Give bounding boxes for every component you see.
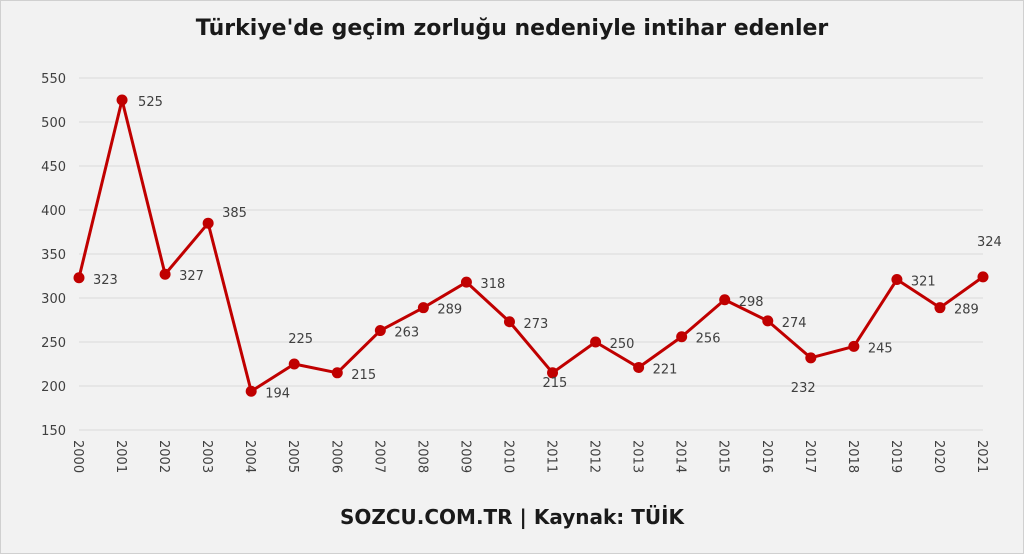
x-tick-label: 2010 bbox=[500, 440, 515, 473]
data-label: 221 bbox=[653, 363, 678, 378]
x-tick-label: 2003 bbox=[199, 440, 214, 473]
data-label: 298 bbox=[739, 295, 764, 310]
data-point bbox=[503, 316, 515, 328]
data-label: 323 bbox=[93, 273, 118, 288]
data-point bbox=[331, 367, 343, 379]
data-point bbox=[633, 362, 645, 374]
data-point bbox=[460, 276, 472, 288]
data-point bbox=[805, 352, 817, 364]
data-point bbox=[891, 274, 903, 286]
x-tick-label: 2011 bbox=[544, 440, 559, 473]
x-tick-label: 2000 bbox=[70, 440, 85, 473]
y-tick-label: 550 bbox=[41, 72, 66, 87]
y-tick-label: 450 bbox=[41, 160, 66, 175]
y-tick-label: 350 bbox=[41, 248, 66, 263]
x-tick-label: 2007 bbox=[371, 440, 386, 473]
x-tick-label: 2016 bbox=[759, 440, 774, 473]
x-tick-label: 2012 bbox=[587, 440, 602, 473]
x-tick-label: 2014 bbox=[673, 440, 688, 473]
data-label: 324 bbox=[977, 235, 1002, 250]
data-point bbox=[676, 331, 688, 343]
data-label: 321 bbox=[911, 275, 936, 290]
data-label: 263 bbox=[394, 326, 419, 341]
data-point bbox=[547, 367, 559, 379]
data-label: 215 bbox=[543, 376, 568, 391]
y-tick-label: 250 bbox=[41, 336, 66, 351]
y-tick-label: 200 bbox=[41, 380, 66, 395]
data-label: 194 bbox=[265, 386, 290, 401]
data-point bbox=[374, 325, 386, 337]
data-point bbox=[116, 94, 128, 106]
data-label: 256 bbox=[696, 332, 721, 347]
data-label: 385 bbox=[222, 206, 247, 221]
data-point bbox=[159, 268, 171, 280]
x-tick-label: 2008 bbox=[414, 440, 429, 473]
x-tick-label: 2006 bbox=[328, 440, 343, 473]
y-tick-label: 400 bbox=[41, 204, 66, 219]
data-point bbox=[934, 302, 946, 314]
x-tick-label: 2005 bbox=[285, 440, 300, 473]
data-label: 289 bbox=[954, 303, 979, 318]
x-tick-label: 2017 bbox=[802, 440, 817, 473]
data-point bbox=[73, 272, 85, 284]
x-tick-label: 2020 bbox=[931, 440, 946, 473]
data-point bbox=[288, 358, 300, 370]
data-label: 525 bbox=[138, 95, 163, 110]
chart-title: Türkiye'de geçim zorluğu nedeniyle intih… bbox=[195, 16, 829, 41]
source-footer: SOZCU.COM.TR | Kaynak: TÜİK bbox=[339, 505, 685, 529]
data-point bbox=[202, 217, 214, 229]
data-point bbox=[245, 385, 257, 397]
data-point bbox=[719, 294, 731, 306]
data-point bbox=[977, 271, 989, 283]
y-tick-label: 150 bbox=[41, 424, 66, 439]
data-label: 245 bbox=[868, 341, 893, 356]
data-label: 273 bbox=[523, 317, 548, 332]
x-tick-label: 2021 bbox=[974, 440, 989, 473]
x-tick-label: 2002 bbox=[156, 440, 171, 473]
x-tick-label: 2004 bbox=[242, 440, 257, 473]
x-tick-label: 2018 bbox=[845, 440, 860, 473]
data-point bbox=[848, 340, 860, 352]
data-label: 274 bbox=[782, 316, 807, 331]
data-point bbox=[590, 336, 602, 348]
x-tick-label: 2001 bbox=[113, 440, 128, 473]
data-label: 215 bbox=[351, 368, 376, 383]
data-point bbox=[762, 315, 774, 327]
series-line bbox=[77, 98, 984, 393]
x-tick-label: 2009 bbox=[457, 440, 472, 473]
y-tick-label: 300 bbox=[41, 292, 66, 307]
x-tick-label: 2015 bbox=[716, 440, 731, 473]
x-tick-label: 2013 bbox=[630, 440, 645, 473]
data-label: 250 bbox=[610, 337, 635, 352]
data-label: 225 bbox=[288, 332, 313, 347]
data-label: 327 bbox=[179, 269, 204, 284]
data-label: 232 bbox=[791, 381, 816, 396]
data-label: 318 bbox=[480, 277, 505, 292]
data-label: 289 bbox=[437, 303, 462, 318]
y-tick-label: 500 bbox=[41, 116, 66, 131]
x-tick-label: 2019 bbox=[888, 440, 903, 473]
data-point bbox=[417, 302, 429, 314]
